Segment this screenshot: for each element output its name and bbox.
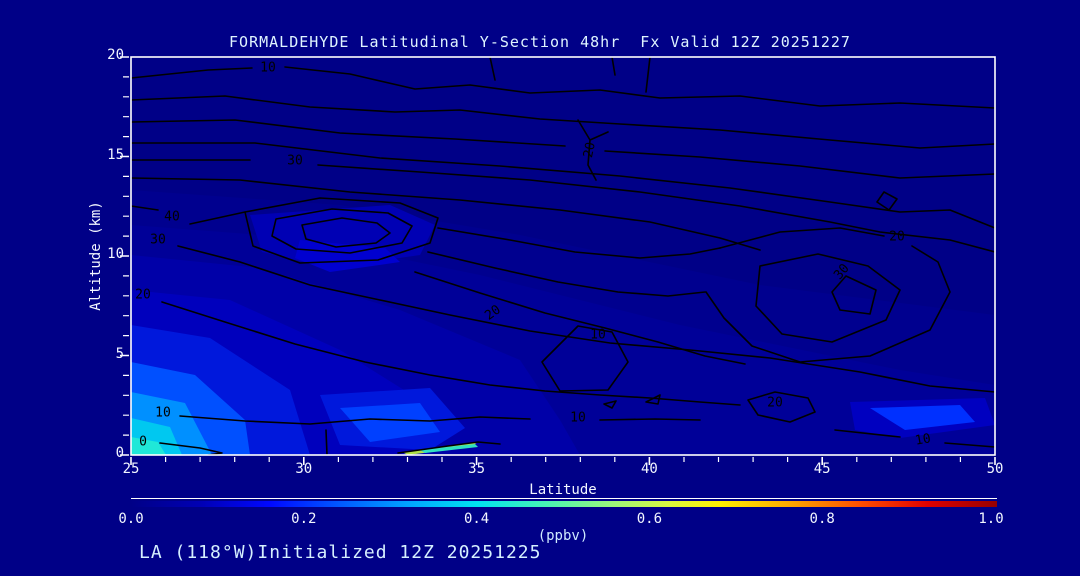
y-tick-label: 10 [107,246,124,262]
x-tick-label: 25 [122,461,140,477]
colorbar-units-label: (ppbv) [537,528,589,544]
contour-label: 20 [135,287,151,303]
x-tick-label: 50 [986,461,1004,477]
plot-frame [130,56,996,456]
colorbar-tick-label: 1.0 [978,511,1004,527]
contour-label: 10 [570,410,586,426]
y-axis-label: Altitude (km) [88,201,104,311]
x-tick-label: 30 [295,461,313,477]
x-axis-label: Latitude [529,482,597,498]
x-tick-label: 35 [468,461,486,477]
colorbar-tick-label: 0.0 [118,511,144,527]
contour-label: 30 [150,232,166,248]
colorbar-gradient [131,501,997,507]
contour-label: 20 [889,229,905,245]
chart-title: FORMALDEHYDE Latitudinal Y-Section 48hr … [229,33,851,51]
contour-label: 10 [260,60,276,76]
contour-label: 20 [581,140,599,160]
colorbar-tick-label: 0.2 [291,511,317,527]
filled-contour-shading [131,57,995,455]
x-tick-label: 45 [813,461,831,477]
colorbar-tick-label: 0.4 [463,511,490,527]
contour-label: 0 [139,434,147,450]
axes-frame [120,56,996,465]
y-tick-label: 20 [107,47,124,63]
contour-label: 10 [913,431,933,449]
colorbar-top-line [131,498,997,499]
colorbar-tick-label: 0.8 [809,511,835,527]
init-annotation: LA (118°W)Initialized 12Z 20251225 [139,542,542,563]
line-contours [131,57,995,455]
y-tick-label: 5 [115,346,124,362]
contour-label: 40 [164,209,180,225]
y-tick-label: 0 [115,445,124,461]
contour-label: 10 [155,405,171,421]
colorbar-tick-label: 0.6 [636,511,663,527]
contour-label: 20 [767,395,783,411]
x-tick-label: 40 [640,461,658,477]
y-tick-label: 15 [107,147,124,163]
contour-label: 10 [590,327,606,343]
contour-label: 30 [287,153,303,169]
